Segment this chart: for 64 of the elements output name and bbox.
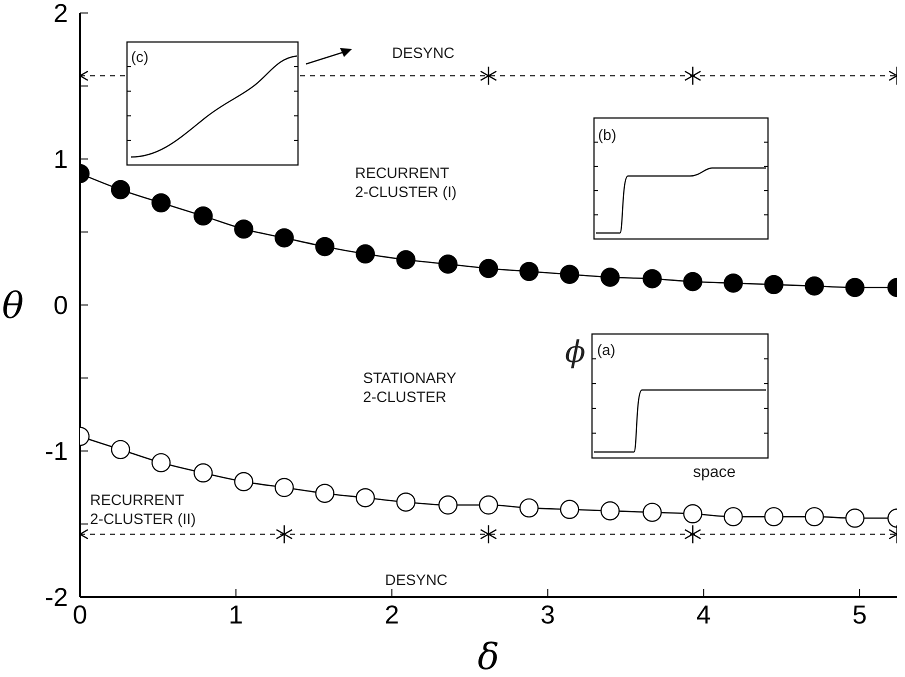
point: [764, 507, 784, 526]
annotation: (a): [597, 342, 616, 359]
point: [356, 488, 375, 508]
point: [110, 180, 130, 200]
x-tick-label: 4: [696, 599, 711, 630]
annotation: STATIONARY 2-CLUSTER: [363, 370, 456, 406]
point: [683, 272, 702, 292]
annotation: RECURRENT 2-CLUSTER (I): [355, 165, 457, 201]
point: [560, 264, 580, 284]
annotation: ϕ: [565, 335, 586, 370]
y-axis-title: θ: [2, 286, 24, 327]
x-tick-label: 2: [384, 599, 400, 630]
point: [478, 258, 498, 278]
point: [684, 524, 702, 544]
annotation: space: [693, 464, 736, 481]
y-tick-label: 2: [54, 0, 68, 28]
point: [234, 472, 254, 492]
point: [438, 254, 458, 274]
annotation: (b): [598, 127, 616, 144]
y-tick-label: 0: [54, 290, 68, 320]
point: [845, 508, 865, 528]
point: [276, 524, 293, 544]
point: [804, 276, 824, 296]
point: [315, 484, 334, 503]
x-axis-title: δ: [478, 637, 500, 677]
x-tick-label: 1: [228, 599, 244, 630]
point: [724, 274, 743, 293]
point: [438, 495, 458, 515]
y-tick-label: -1: [44, 436, 68, 466]
point: [560, 500, 580, 519]
point: [396, 492, 416, 512]
point: [194, 463, 213, 482]
point: [845, 278, 865, 298]
x-tick-label: 0: [72, 599, 88, 630]
point: [519, 262, 539, 282]
annotation: DESYNC: [385, 572, 448, 589]
point: [194, 206, 213, 226]
point: [274, 478, 294, 498]
y-tick-label: 1: [54, 144, 68, 174]
annotation: RECURRENT 2-CLUSTER (II): [90, 492, 196, 528]
x-tick-label: 5: [852, 599, 867, 630]
point: [356, 244, 375, 264]
point: [151, 453, 171, 472]
point: [804, 507, 824, 526]
point: [724, 507, 743, 526]
point: [315, 237, 334, 256]
annotation: (c): [131, 49, 148, 66]
point: [683, 504, 702, 524]
y-tick-label: -2: [44, 582, 68, 612]
point: [642, 502, 662, 522]
point: [642, 269, 662, 288]
point: [600, 501, 620, 520]
x-tick-label: 3: [540, 599, 555, 630]
point: [396, 250, 416, 270]
point: [764, 274, 784, 294]
point: [274, 228, 294, 248]
point: [234, 219, 254, 239]
point: [519, 498, 539, 518]
point: [478, 495, 498, 515]
point: [600, 268, 620, 287]
point: [151, 193, 171, 212]
point: [480, 524, 497, 544]
annotation: DESYNC: [392, 45, 455, 62]
point: [110, 440, 130, 460]
